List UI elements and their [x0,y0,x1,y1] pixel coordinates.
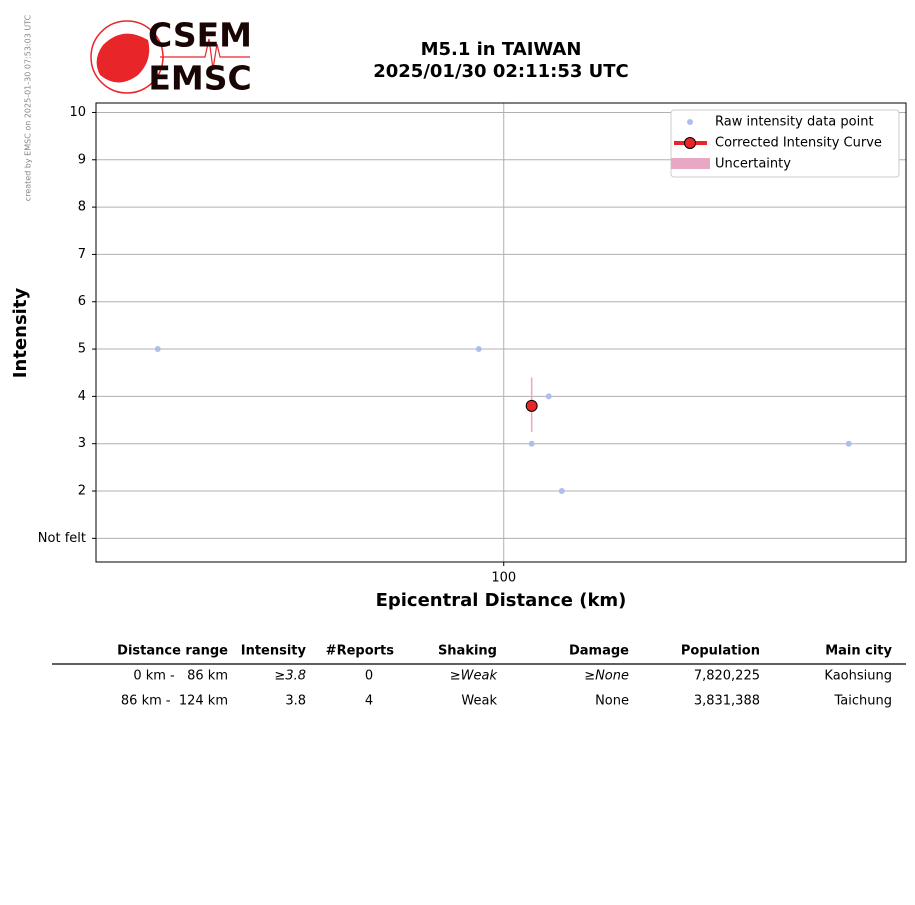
data-point [545,393,552,400]
legend-label: Corrected Intensity Curve [715,136,882,151]
legend-marker [684,137,696,149]
table-cell: Kaohsiung [824,669,892,684]
chart-title: M5.1 in TAIWAN [421,39,582,60]
logo-map [96,33,150,83]
legend-label: Uncertainty [715,157,791,172]
logo-seismo [160,38,250,70]
table-header: Intensity [241,644,307,659]
table-cell: ≥None [584,669,629,684]
x-axis-label: Epicentral Distance (km) [376,590,627,611]
table-cell: 4 [365,694,373,709]
legend-label: Raw intensity data point [715,115,874,130]
table-cell: Weak [461,694,497,709]
table-cell: 0 km - 86 km [133,669,228,684]
data-point [475,346,482,353]
plot-frame [95,102,907,563]
y-tick-label: 6 [78,294,86,309]
legend-box [670,109,900,178]
table-header: Population [681,644,760,659]
logo-bottom: EMSC [148,59,251,98]
y-tick-label: 4 [78,389,86,404]
corrected-point [525,399,538,412]
data-point [528,440,535,447]
data-point [558,488,565,495]
y-tick-label: 7 [78,247,86,262]
y-tick-label: 5 [78,342,86,357]
table-cell: 3,831,388 [694,694,760,709]
data-point [154,346,161,353]
logo: CSEM EMSC [90,16,252,98]
y-tick-label: 10 [69,105,86,120]
y-tick-label: 2 [78,484,86,499]
data-point [845,440,852,447]
table-cell: None [595,694,629,709]
x-tick-label: 100 [491,571,516,586]
y-tick-label: 8 [78,200,86,215]
table-header: Damage [569,644,629,659]
watermark: created by EMSC on 2025-01-30 07:53:03 U… [24,14,33,201]
table-cell: ≥3.8 [274,669,306,684]
table-cell: 7,820,225 [694,669,760,684]
logo-top: CSEM [148,16,252,55]
table-cell: 3.8 [285,694,306,709]
y-tick-label: 3 [78,436,86,451]
y-axis-label: Intensity [10,288,31,379]
table-cell: Taichung [834,694,892,709]
table-header: #Reports [326,644,395,659]
legend-marker [671,158,710,169]
chart-subtitle: 2025/01/30 02:11:53 UTC [373,61,629,82]
table-header: Shaking [438,644,497,659]
legend-marker [687,119,693,125]
y-tick-label: Not felt [38,531,86,546]
table-header: Main city [825,644,892,659]
table-cell: 0 [365,669,373,684]
y-tick-label: 9 [78,152,86,167]
table-cell: 86 km - 124 km [121,694,228,709]
table-header: Distance range [117,644,228,659]
table-cell: ≥Weak [450,669,498,684]
